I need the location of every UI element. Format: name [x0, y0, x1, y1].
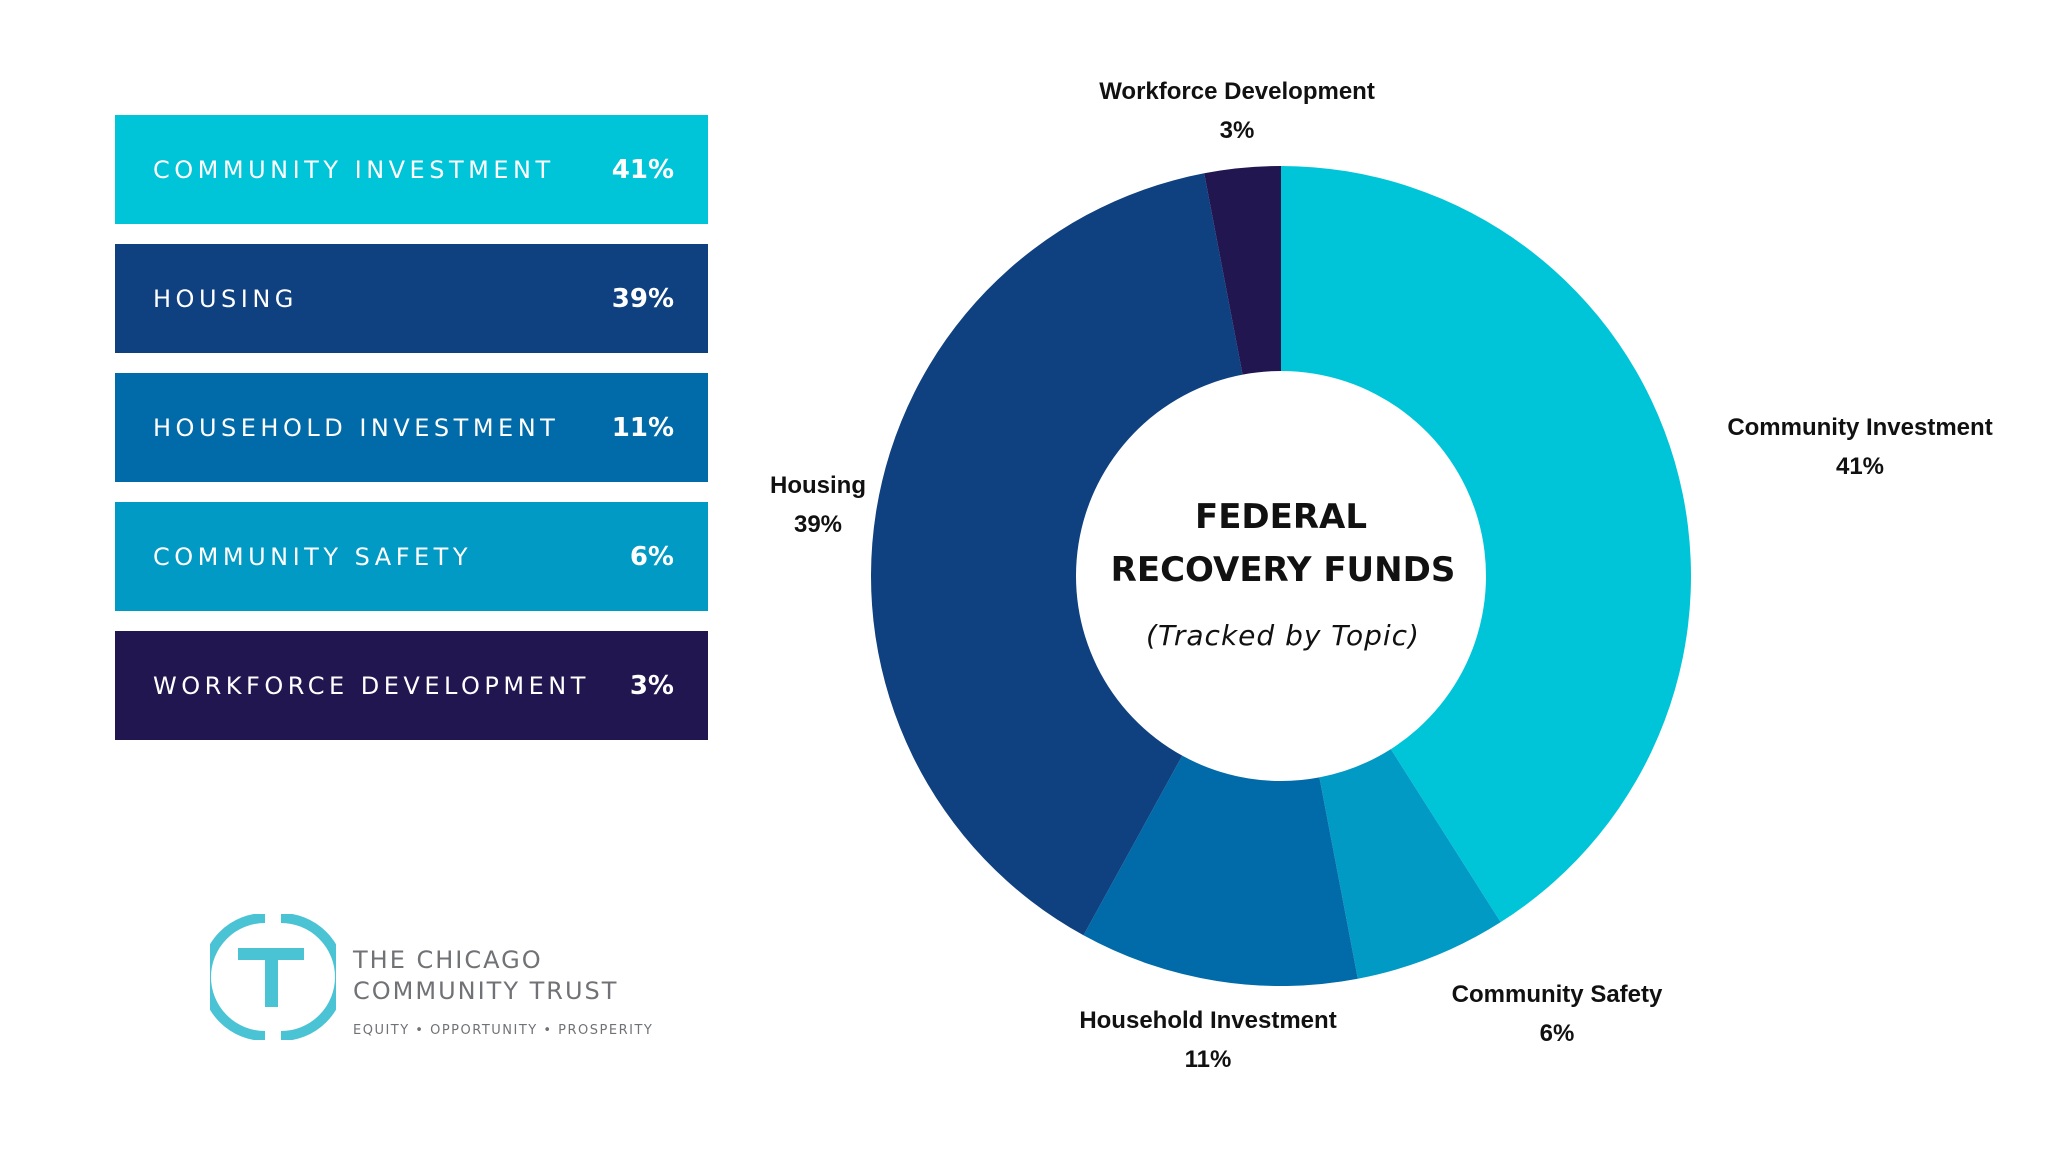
logo-line1: THE CHICAGO [353, 946, 543, 974]
slice-category: Workforce Development [1099, 78, 1375, 105]
chicago-community-trust-logo-icon [210, 914, 336, 1040]
legend-item-housing: HOUSING 39% [115, 244, 708, 353]
slice-workforce-development [1204, 166, 1281, 375]
chart-title-line1: FEDERAL [1194, 497, 1368, 537]
slice-household-investment [1083, 755, 1358, 986]
legend-value: 11% [611, 412, 674, 443]
slice-value: 3% [1219, 117, 1255, 144]
slice-label-household-investment: Household Investment 11% [1079, 1001, 1336, 1079]
legend-label: HOUSING [153, 284, 298, 313]
slice-value: 39% [793, 511, 843, 538]
chart-subtitle: (Tracked by Topic) [1146, 619, 1420, 652]
legend-item-workforce-development: WORKFORCE DEVELOPMENT 3% [115, 631, 708, 740]
slice-label-community-safety: Community Safety 6% [1452, 975, 1663, 1053]
legend-value: 6% [629, 541, 674, 572]
slice-label-community-investment: Community Investment 41% [1727, 408, 1992, 486]
legend-value: 3% [629, 670, 674, 701]
legend-item-community-investment: COMMUNITY INVESTMENT 41% [115, 115, 708, 224]
legend-item-household-investment: HOUSEHOLD INVESTMENT 11% [115, 373, 708, 482]
slice-community-safety [1319, 749, 1501, 979]
legend-label: COMMUNITY SAFETY [153, 542, 472, 571]
slice-category: Community Safety [1451, 981, 1663, 1008]
legend-label: COMMUNITY INVESTMENT [153, 155, 555, 184]
slice-value: 41% [1835, 453, 1885, 480]
legend-label: WORKFORCE DEVELOPMENT [153, 671, 590, 700]
slice-label-housing: Housing 39% [770, 466, 866, 544]
legend-value: 41% [611, 154, 674, 185]
legend-item-community-safety: COMMUNITY SAFETY 6% [115, 502, 708, 611]
slice-category: Housing [770, 472, 866, 499]
slice-label-workforce-development: Workforce Development 3% [1099, 72, 1375, 150]
logo-tagline: EQUITY • OPPORTUNITY • PROSPERITY [353, 1023, 654, 1038]
legend-value: 39% [611, 283, 674, 314]
logo-line2: COMMUNITY TRUST [353, 977, 619, 1005]
slice-category: Community Investment [1727, 414, 1993, 441]
slice-category: Household Investment [1079, 1007, 1337, 1034]
slice-housing [870, 173, 1243, 936]
chart-title-line2: RECOVERY FUNDS [1110, 550, 1456, 590]
slice-value: 11% [1184, 1046, 1232, 1073]
slice-community-investment [1281, 166, 1692, 923]
slice-value: 6% [1539, 1020, 1575, 1047]
legend-label: HOUSEHOLD INVESTMENT [153, 413, 560, 442]
